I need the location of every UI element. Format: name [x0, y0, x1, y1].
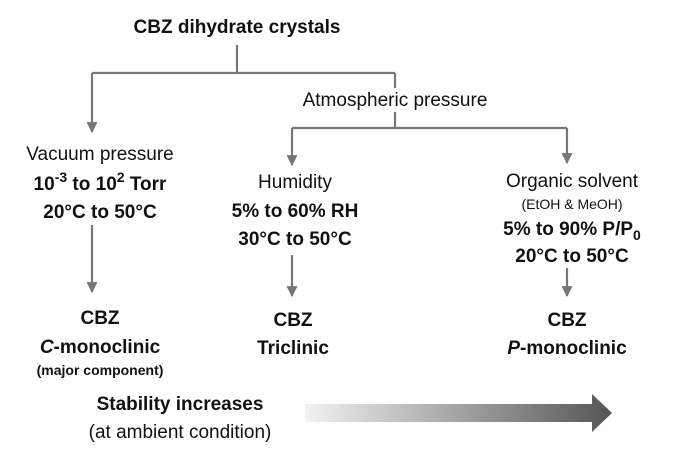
text: to 10	[67, 174, 117, 195]
condition: 5% to 90% P/P0	[503, 219, 641, 243]
text: P	[507, 338, 520, 359]
connectors	[86, 45, 573, 298]
solvents: (EtOH & MeOH)	[521, 196, 622, 212]
pressure: 10-3 to 102 Torr	[34, 169, 167, 195]
sub: 0	[633, 227, 641, 243]
product-name: CBZ	[547, 310, 586, 331]
title: CBZ dihydrate crystals	[134, 17, 341, 38]
text: -monoclinic	[54, 337, 161, 358]
sup: -3	[55, 169, 68, 185]
branch-label: Atmospheric pressure	[303, 90, 488, 111]
product-name: CBZ	[273, 310, 312, 331]
product-form: C-monoclinic	[40, 337, 161, 358]
text: 5% to 90% P/P	[503, 219, 633, 240]
temperature: 30°C to 50°C	[238, 229, 352, 250]
stability-arrow	[305, 394, 612, 432]
temperature: 20°C to 50°C	[43, 202, 157, 223]
text: Torr	[125, 174, 167, 195]
heading: Organic solvent	[506, 171, 639, 192]
text: -monoclinic	[520, 338, 627, 359]
footer-title: Stability increases	[97, 394, 264, 415]
product-note: (major component)	[37, 362, 164, 378]
heading: Vacuum pressure	[26, 144, 174, 165]
footer-subtitle: (at ambient condition)	[89, 422, 272, 443]
heading: Humidity	[258, 172, 332, 193]
sup: 2	[117, 169, 125, 185]
condition: 5% to 60% RH	[232, 201, 359, 222]
product-name: CBZ	[80, 308, 119, 329]
text: 10	[34, 174, 55, 195]
temperature: 20°C to 50°C	[515, 246, 629, 267]
product-form: P-monoclinic	[507, 338, 627, 359]
product-form: Triclinic	[257, 338, 329, 359]
text: C	[40, 337, 54, 358]
